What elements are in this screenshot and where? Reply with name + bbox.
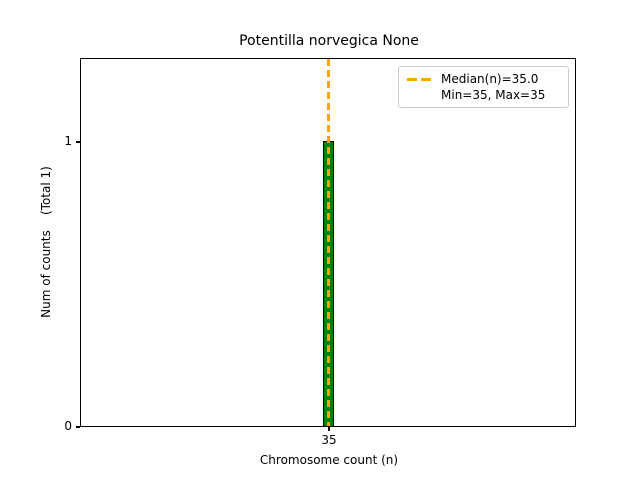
- x-axis-label: Chromosome count (n): [259, 453, 399, 467]
- chart-title: Potentilla norvegica None: [239, 33, 419, 49]
- legend-swatch-spacer: [407, 94, 431, 97]
- y-axis-tick-label-1: 1: [64, 134, 72, 148]
- x-axis-tick-label-35: 35: [321, 433, 337, 447]
- legend: Median(n)=35.0 Min=35, Max=35: [398, 66, 569, 108]
- legend-row-minmax: Min=35, Max=35: [407, 87, 560, 103]
- x-axis-tick-mark-35: [328, 427, 330, 431]
- legend-minmax-label: Min=35, Max=35: [441, 88, 546, 102]
- y-axis-label: Num of counts (Total 1): [39, 166, 53, 318]
- y-axis-tick-mark-0: [76, 426, 80, 428]
- median-line: [327, 59, 330, 426]
- y-axis-tick-label-0: 0: [64, 419, 72, 433]
- y-axis-tick-mark-1: [76, 141, 80, 143]
- legend-row-median: Median(n)=35.0: [407, 71, 560, 87]
- plot-area: Median(n)=35.0 Min=35, Max=35: [80, 58, 576, 427]
- legend-median-label: Median(n)=35.0: [441, 72, 539, 86]
- median-dashed-line-swatch: [407, 77, 431, 81]
